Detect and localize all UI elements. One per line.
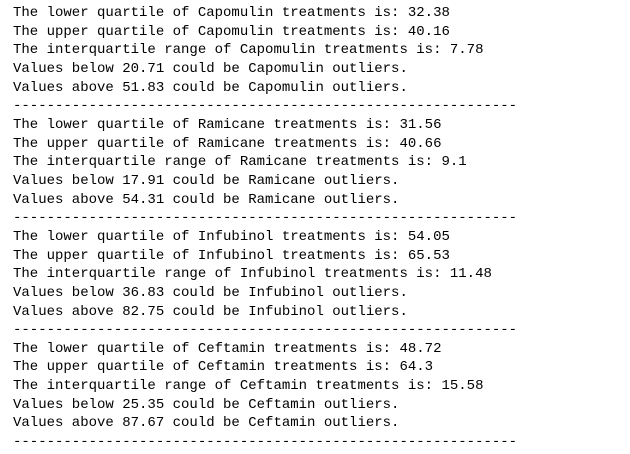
output-line: Values above 87.67 could be Ceftamin out…	[13, 415, 400, 432]
output-line: Values above 54.31 could be Ramicane out…	[13, 191, 400, 208]
output-line: Values below 36.83 could be Infubinol ou…	[13, 284, 408, 301]
output-line: The interquartile range of Ceftamin trea…	[13, 378, 484, 395]
output-line: Values above 82.75 could be Infubinol ou…	[13, 303, 408, 320]
separator: ----------------------------------------…	[13, 210, 518, 227]
output-line: The lower quartile of Capomulin treatmen…	[13, 5, 450, 21]
separator: ----------------------------------------…	[13, 434, 518, 451]
output-line: The interquartile range of Infubinol tre…	[13, 266, 492, 283]
output-line: The upper quartile of Ramicane treatment…	[13, 135, 442, 152]
output-line: Values above 51.83 could be Capomulin ou…	[13, 79, 408, 96]
output-line: Values below 20.71 could be Capomulin ou…	[13, 60, 408, 77]
output-line: Values below 25.35 could be Ceftamin out…	[13, 396, 400, 413]
output-line: The upper quartile of Infubinol treatmen…	[13, 247, 450, 264]
output-line: The upper quartile of Capomulin treatmen…	[13, 23, 450, 40]
separator: ----------------------------------------…	[13, 98, 518, 115]
output-line: The lower quartile of Ceftamin treatment…	[13, 340, 442, 357]
output-line: The lower quartile of Infubinol treatmen…	[13, 228, 450, 245]
output-line: Values below 17.91 could be Ramicane out…	[13, 172, 400, 189]
output-line: The interquartile range of Capomulin tre…	[13, 42, 484, 59]
output-line: The upper quartile of Ceftamin treatment…	[13, 359, 434, 376]
output-line: The lower quartile of Ramicane treatment…	[13, 116, 442, 133]
separator: ----------------------------------------…	[13, 322, 518, 339]
output-line: The interquartile range of Ramicane trea…	[13, 154, 467, 171]
